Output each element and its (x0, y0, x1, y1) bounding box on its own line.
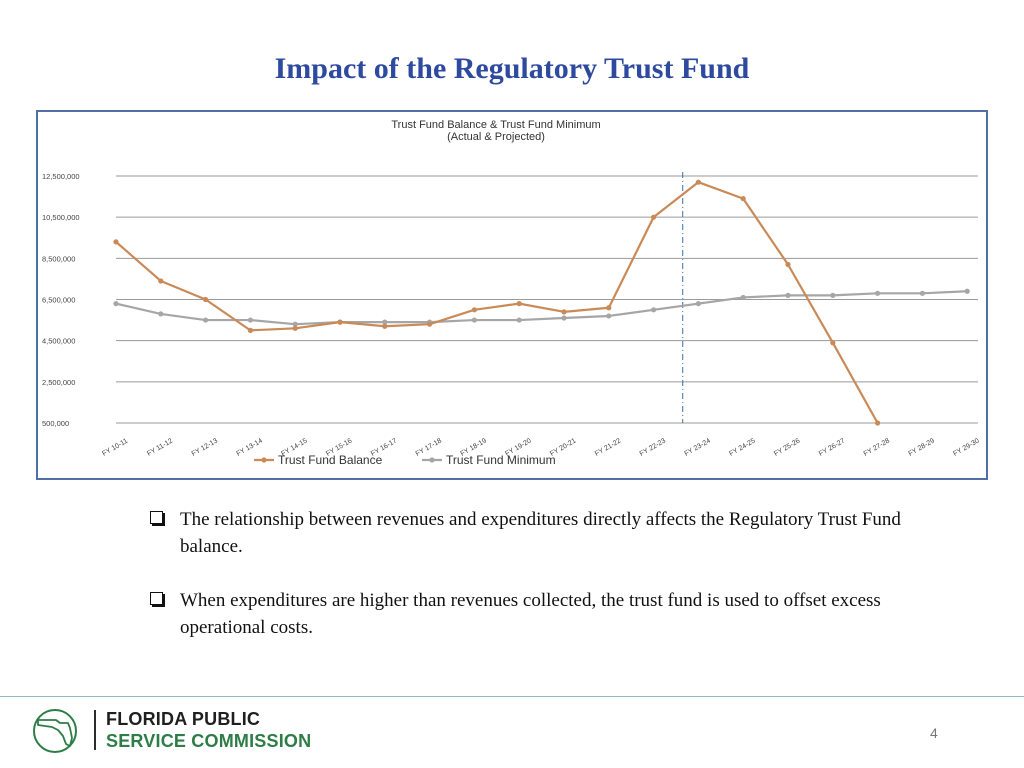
bullet-item: The relationship between revenues and ex… (148, 506, 928, 560)
data-point (471, 317, 477, 323)
data-point (292, 325, 298, 331)
data-point (830, 292, 836, 298)
legend-marker (429, 457, 435, 463)
logo-divider (94, 710, 96, 750)
y-tick-label: 500,000 (42, 419, 69, 428)
data-point (471, 307, 477, 313)
data-point (158, 278, 164, 284)
data-point (427, 321, 433, 327)
y-tick-label: 12,500,000 (42, 172, 80, 181)
series-line (115, 290, 968, 326)
data-point (695, 301, 702, 307)
data-point (382, 319, 388, 325)
x-tick-label: FY 22-23 (639, 437, 667, 457)
data-point (247, 327, 253, 333)
chart-panel: Trust Fund Balance & Trust Fund Minimum … (36, 110, 988, 480)
data-point (561, 309, 567, 315)
y-tick-label: 10,500,000 (42, 213, 80, 222)
bullet-text: When expenditures are higher than revenu… (180, 590, 881, 638)
data-point (875, 420, 881, 426)
y-tick-label: 2,500,000 (42, 378, 75, 387)
chart-legend: Trust Fund Balance Trust Fund Minimum (254, 453, 556, 467)
data-point (964, 288, 970, 294)
data-point (203, 296, 209, 303)
x-tick-label: FY 29-30 (952, 437, 980, 457)
footer-divider (0, 696, 1024, 697)
chart-title: Trust Fund Balance & Trust Fund Minimum (391, 119, 600, 131)
x-tick-label: FY 12-13 (191, 437, 219, 457)
data-point (158, 311, 164, 317)
data-point (203, 317, 209, 323)
data-point (606, 313, 612, 319)
data-point (606, 305, 612, 311)
data-point (785, 261, 791, 268)
x-tick-label: FY 24-25 (728, 437, 756, 457)
data-point (651, 307, 657, 313)
chart-subtitle: (Actual & Projected) (447, 131, 545, 143)
series-line (115, 181, 879, 424)
data-point (651, 214, 657, 220)
legend-label: Trust Fund Minimum (446, 453, 556, 467)
logo-line-1: FLORIDA PUBLIC (106, 709, 261, 729)
x-tick-label: FY 21-22 (594, 437, 622, 457)
data-point (113, 239, 119, 245)
data-point (875, 290, 881, 296)
legend-label: Trust Fund Balance (278, 453, 383, 467)
logo-line-2: SERVICE COMMISSION (106, 731, 312, 751)
data-point (247, 317, 253, 323)
page-number: 4 (930, 725, 938, 741)
x-tick-label: FY 10-11 (101, 438, 129, 458)
data-point (785, 292, 791, 298)
x-tick-label: FY 26-27 (818, 437, 846, 457)
data-point (516, 317, 522, 323)
data-point (292, 321, 298, 327)
organization-logo-text: FLORIDA PUBLIC SERVICE COMMISSION (106, 708, 311, 752)
x-tick-label: FY 27-28 (863, 437, 891, 457)
bullet-list: The relationship between revenues and ex… (148, 506, 928, 668)
data-point (919, 290, 926, 296)
checkbox-bullet-icon (150, 511, 163, 524)
x-tick-label: FY 13-14 (235, 437, 263, 457)
bullet-item: When expenditures are higher than revenu… (148, 587, 928, 641)
y-tick-label: 6,500,000 (42, 296, 75, 305)
x-tick-label: FY 17-18 (415, 437, 443, 457)
bullet-text: The relationship between revenues and ex… (180, 509, 901, 557)
x-tick-label: FY 25-26 (773, 437, 801, 457)
data-point (740, 196, 746, 202)
x-tick-label: FY 28-29 (907, 437, 935, 457)
data-point (113, 301, 119, 307)
y-tick-label: 8,500,000 (42, 254, 75, 263)
chart-grid: 500,000 2,500,000 4,500,000 6,500,000 8,500,… (42, 172, 978, 428)
chart-series (113, 179, 970, 426)
florida-state-seal-icon (33, 709, 77, 753)
data-point (337, 319, 343, 325)
y-tick-label: 4,500,000 (42, 337, 75, 346)
x-tick-label: FY 11-12 (146, 438, 174, 458)
data-point (740, 294, 746, 301)
slide-title: Impact of the Regulatory Trust Fund (274, 52, 750, 85)
data-point (695, 179, 702, 185)
x-tick-label: FY 23-24 (683, 437, 711, 457)
data-point (516, 301, 522, 307)
data-point (830, 340, 836, 346)
data-point (382, 323, 388, 329)
checkbox-bullet-icon (150, 592, 163, 605)
trust-fund-line-chart: Trust Fund Balance & Trust Fund Minimum … (42, 119, 981, 467)
data-point (561, 315, 567, 321)
legend-marker (261, 457, 267, 463)
